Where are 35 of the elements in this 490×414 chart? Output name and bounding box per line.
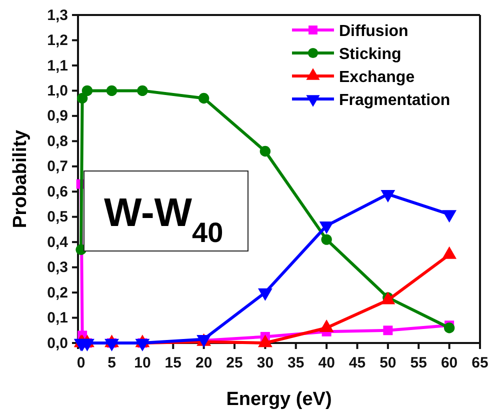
x-tick-label: 40: [318, 354, 335, 372]
x-tick-label: 45: [348, 354, 366, 372]
y-tick-label: 0,6: [47, 183, 68, 200]
y-tick-label: 0,5: [47, 208, 68, 226]
x-tick-label: 10: [134, 354, 151, 372]
legend-label: Diffusion: [339, 23, 408, 40]
y-axis-title: Probability: [10, 129, 31, 228]
x-tick-label: 65: [472, 354, 488, 372]
y-tick-label: 0,2: [47, 284, 68, 302]
legend-label: Fragmentation: [339, 92, 450, 109]
y-tick-label: 0,0: [47, 334, 68, 352]
x-axis-title: Energy (eV): [226, 389, 332, 410]
annotation: W-W$_{40}$: [104, 191, 224, 248]
y-tick-label: 0,8: [47, 132, 68, 150]
y-tick-label: 1,1: [47, 57, 68, 74]
x-tick-label: 55: [410, 354, 427, 372]
x-tick-label: 5: [108, 354, 116, 372]
y-tick-label: 0,9: [47, 108, 68, 125]
x-tick-label: 0: [76, 354, 86, 372]
x-tick-label: 20: [195, 354, 212, 372]
y-tick-label: 0,4: [47, 234, 69, 251]
legend-label: Sticking: [339, 46, 402, 63]
x-tick-label: 60: [440, 354, 458, 372]
x-tick-label: 30: [256, 354, 274, 372]
y-tick-label: 1,3: [47, 6, 68, 24]
x-tick-label: 35: [288, 354, 304, 372]
y-tick-label: 0,1: [47, 310, 68, 327]
y-tick-label: 0,3: [47, 259, 68, 276]
y-tick-label: 1,0: [47, 82, 68, 100]
x-tick-label: 25: [226, 354, 243, 372]
x-tick-label: 50: [380, 354, 396, 372]
y-tick-label: 1,2: [47, 32, 68, 50]
y-tick-label: 0,7: [47, 158, 68, 176]
x-tick-label: 15: [164, 354, 182, 372]
legend-label: Exchange: [339, 69, 415, 86]
